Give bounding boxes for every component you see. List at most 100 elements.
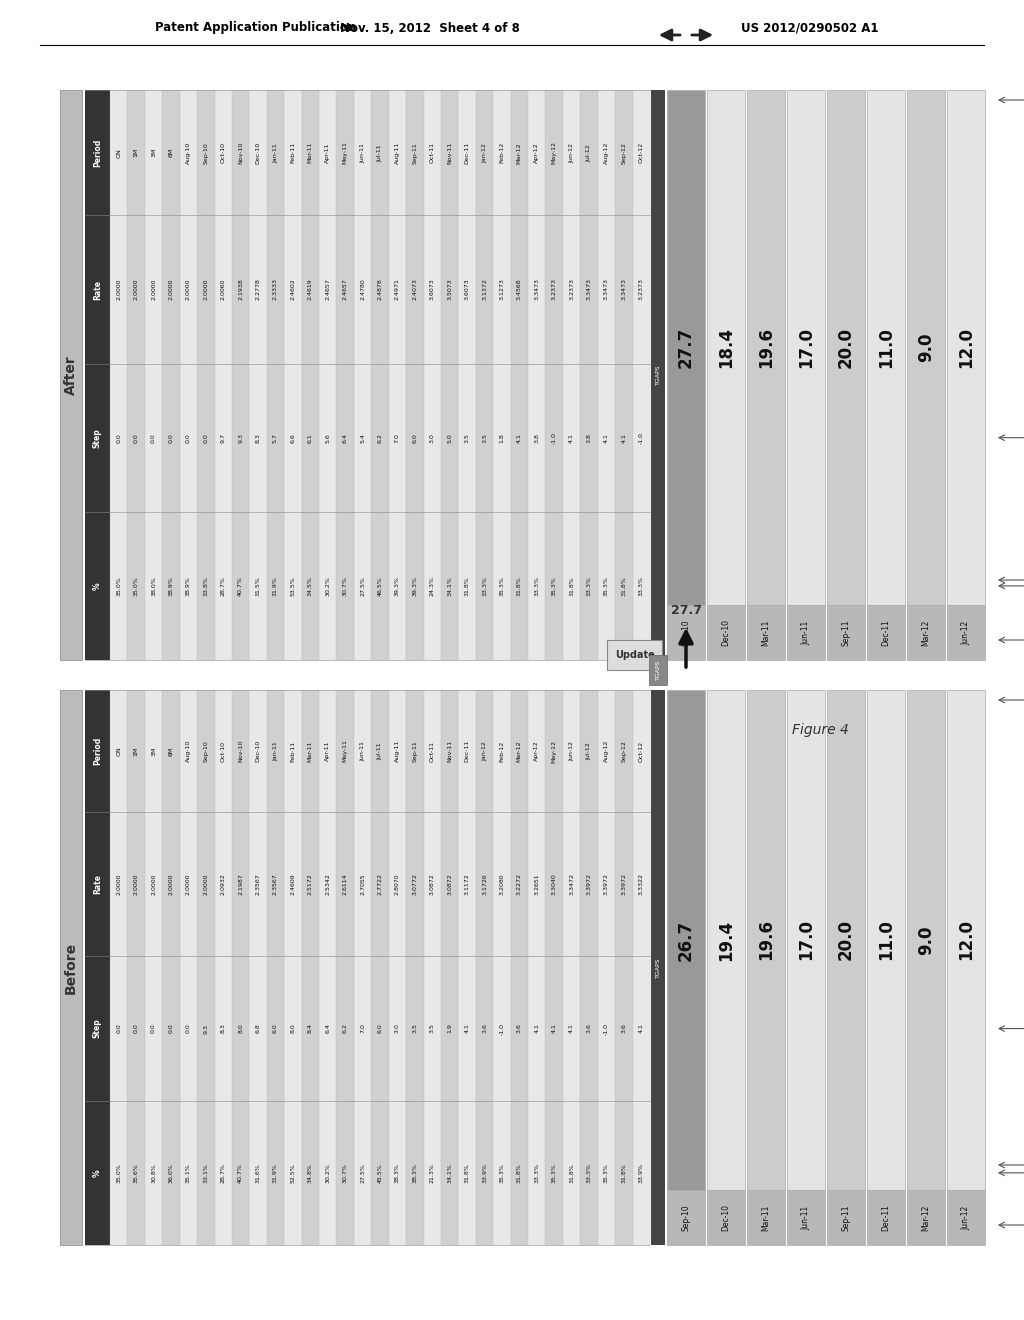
Bar — [354, 90, 372, 215]
Text: Step: Step — [93, 428, 102, 447]
Text: 19.6: 19.6 — [757, 327, 775, 368]
Bar — [867, 605, 905, 660]
Bar — [285, 512, 302, 660]
Bar — [250, 690, 267, 812]
Text: 8.4: 8.4 — [308, 1023, 312, 1034]
Text: 2.3333: 2.3333 — [273, 279, 278, 301]
Text: 3.0872: 3.0872 — [447, 874, 453, 895]
Text: 2.0000: 2.0000 — [133, 279, 138, 300]
Text: 2.0000: 2.0000 — [152, 874, 156, 895]
Text: 4.1: 4.1 — [622, 433, 627, 442]
Bar — [546, 363, 563, 512]
Text: 40.7%: 40.7% — [239, 576, 243, 595]
Bar — [424, 957, 441, 1101]
Text: 34.1%: 34.1% — [447, 1163, 453, 1183]
Bar — [85, 690, 110, 812]
Bar — [231, 512, 250, 660]
Bar — [528, 512, 546, 660]
Bar — [250, 363, 267, 512]
Bar — [302, 363, 319, 512]
Bar — [231, 90, 250, 215]
Bar — [563, 215, 581, 363]
Text: 3M: 3M — [152, 148, 156, 157]
Text: Dec-10: Dec-10 — [256, 141, 260, 164]
Bar — [827, 605, 865, 660]
Bar — [144, 690, 162, 812]
Text: Sep-11: Sep-11 — [413, 741, 418, 762]
Bar — [267, 363, 285, 512]
Bar — [598, 812, 615, 957]
Bar — [546, 812, 563, 957]
Bar — [633, 1101, 650, 1245]
Bar — [354, 512, 372, 660]
Text: 31.8%: 31.8% — [622, 576, 627, 595]
Bar — [319, 812, 337, 957]
Text: Jun-12: Jun-12 — [569, 741, 574, 762]
Bar — [144, 512, 162, 660]
Text: Sep-11: Sep-11 — [842, 1204, 851, 1230]
Bar — [581, 363, 598, 512]
Text: 31.8%: 31.8% — [465, 1163, 470, 1183]
Text: 38.0%: 38.0% — [152, 576, 156, 595]
Bar — [581, 215, 598, 363]
Text: Aug-12: Aug-12 — [604, 741, 609, 762]
Text: May-11: May-11 — [343, 739, 348, 763]
Bar — [179, 363, 197, 512]
Text: 2.0000: 2.0000 — [204, 279, 208, 300]
Bar — [250, 512, 267, 660]
Text: Sep-10: Sep-10 — [204, 141, 208, 164]
Text: TGAPS: TGAPS — [655, 957, 660, 978]
Text: 3.3322: 3.3322 — [639, 874, 644, 895]
Bar — [354, 215, 372, 363]
Bar — [197, 957, 214, 1101]
Bar — [267, 512, 285, 660]
Bar — [214, 690, 231, 812]
Bar — [285, 215, 302, 363]
Bar — [319, 90, 337, 215]
Bar — [197, 215, 214, 363]
Bar — [633, 215, 650, 363]
Bar — [546, 690, 563, 812]
Text: 46.5%: 46.5% — [378, 576, 383, 595]
Bar — [633, 90, 650, 215]
Text: Sep-11: Sep-11 — [842, 619, 851, 645]
Bar — [214, 1101, 231, 1245]
Bar — [494, 215, 511, 363]
Bar — [144, 90, 162, 215]
Text: 0.0: 0.0 — [133, 1024, 138, 1034]
Text: 20.0: 20.0 — [837, 920, 855, 961]
Text: TGAPS: TGAPS — [655, 364, 660, 385]
Text: 35.0%: 35.0% — [116, 576, 121, 595]
Bar — [337, 215, 354, 363]
Text: 9.0: 9.0 — [918, 333, 935, 362]
Text: 3.2373: 3.2373 — [552, 279, 557, 301]
Text: 0.0: 0.0 — [169, 433, 173, 442]
Bar — [459, 957, 476, 1101]
Bar — [197, 90, 214, 215]
Bar — [110, 363, 127, 512]
Text: 19.6: 19.6 — [757, 920, 775, 961]
Bar — [867, 90, 905, 605]
Bar — [563, 363, 581, 512]
Bar — [162, 363, 179, 512]
Bar — [407, 90, 424, 215]
Bar — [581, 512, 598, 660]
Bar — [581, 1101, 598, 1245]
Bar — [179, 812, 197, 957]
Text: 38.3%: 38.3% — [413, 1163, 418, 1183]
Text: 3.6073: 3.6073 — [465, 279, 470, 301]
Text: Apr-12: Apr-12 — [535, 143, 540, 162]
Bar — [907, 605, 945, 660]
Text: Jun-12: Jun-12 — [569, 143, 574, 162]
Bar — [214, 215, 231, 363]
Text: 6.4: 6.4 — [326, 1023, 331, 1034]
Bar — [110, 215, 127, 363]
Bar — [633, 363, 650, 512]
Text: Rate: Rate — [93, 874, 102, 894]
Text: 2.8070: 2.8070 — [395, 874, 400, 895]
Bar — [389, 957, 407, 1101]
Bar — [424, 90, 441, 215]
Bar — [231, 812, 250, 957]
Bar — [651, 690, 665, 1245]
Text: Dec-11: Dec-11 — [465, 741, 470, 762]
